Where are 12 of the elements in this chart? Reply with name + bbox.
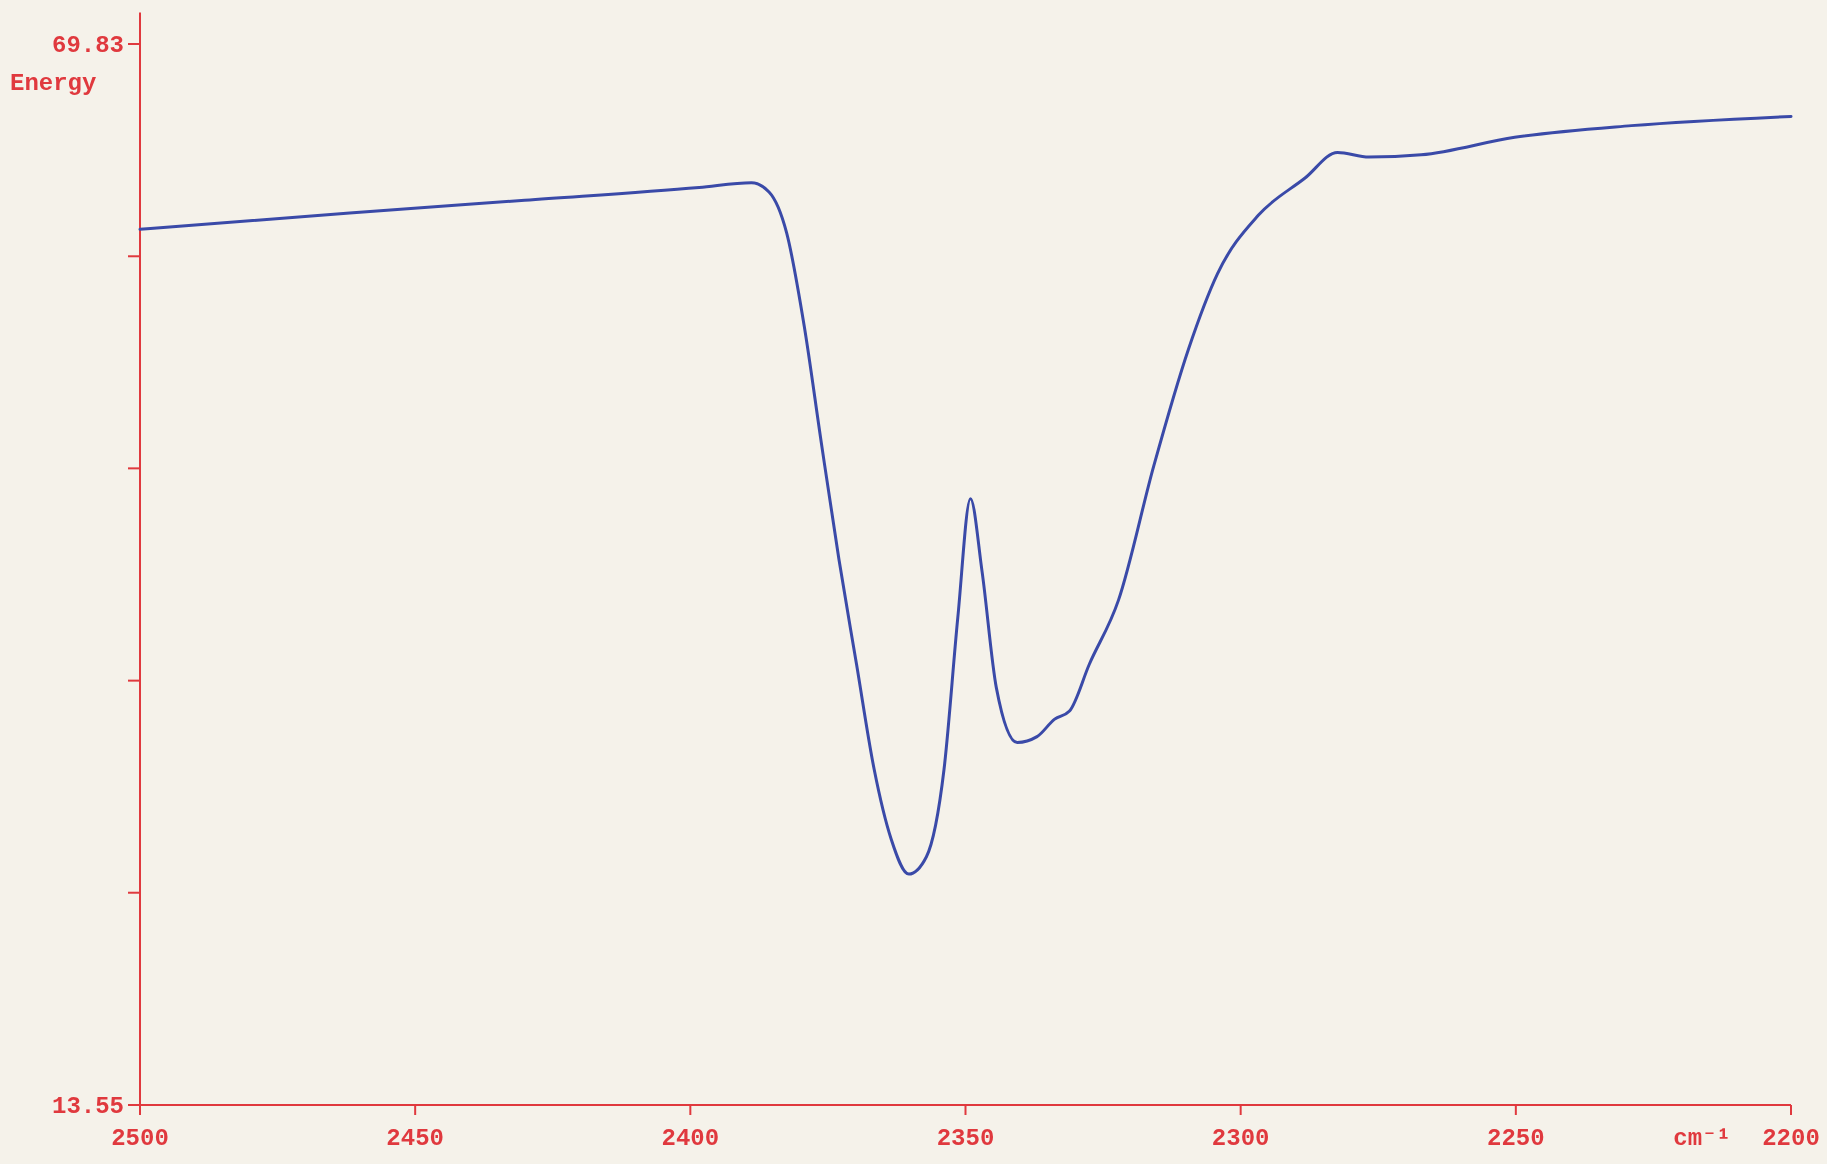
- x-tick-label: 2400: [661, 1125, 720, 1152]
- x-tick-label: 2200: [1762, 1125, 1820, 1152]
- x-tick-label: 2300: [1211, 1125, 1270, 1152]
- x-tick-label: 2500: [111, 1125, 169, 1152]
- y-axis-title: Energy: [10, 70, 97, 97]
- x-axis-title: cm⁻¹: [1673, 1125, 1731, 1152]
- x-tick-label: 2250: [1487, 1125, 1545, 1152]
- y-tick-label: 69.83: [51, 32, 124, 60]
- line-series: [138, 114, 1793, 876]
- y-tick-label: 13.55: [51, 1093, 124, 1121]
- x-tick-label: 2350: [936, 1125, 995, 1152]
- x-tick-label: 2450: [386, 1125, 444, 1152]
